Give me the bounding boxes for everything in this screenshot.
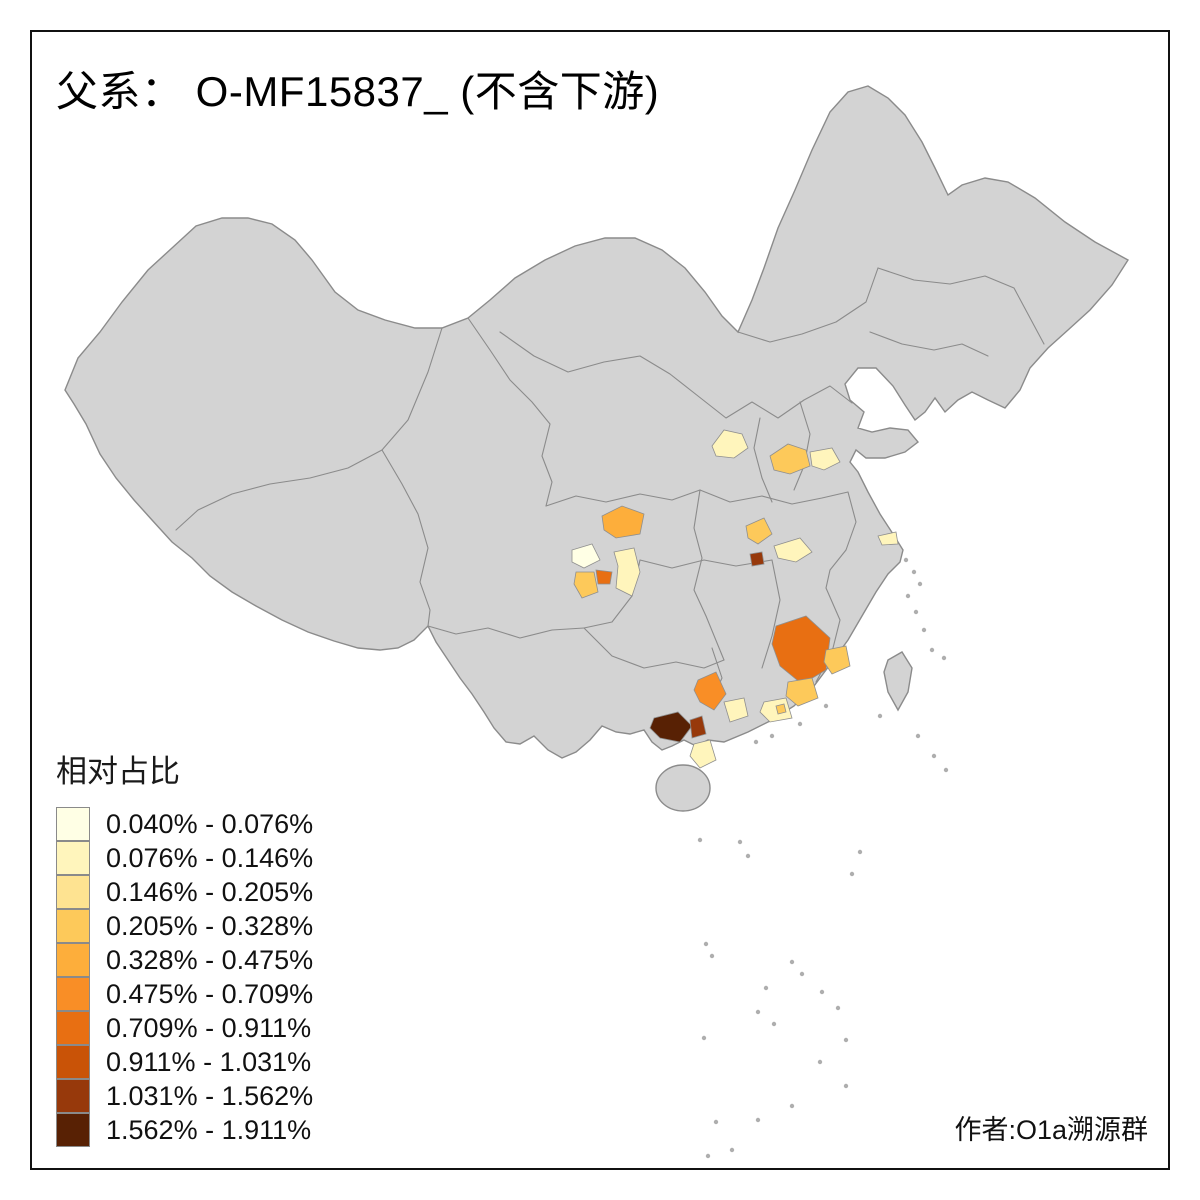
prefecture-region <box>613 547 641 597</box>
legend-swatch <box>56 1011 90 1045</box>
prefecture-region <box>689 715 707 739</box>
legend-label: 0.040% - 0.076% <box>106 808 314 839</box>
prefecture-region <box>823 645 851 675</box>
province-borders <box>175 267 1045 705</box>
legend-label: 0.328% - 0.475% <box>106 944 314 975</box>
legend-label: 0.911% - 1.031% <box>106 1046 312 1077</box>
legend-swatch <box>56 909 90 943</box>
legend-row: 1.031% - 1.562% <box>56 1079 313 1113</box>
hainan-island <box>655 764 711 812</box>
taiwan-island <box>883 651 913 712</box>
legend-row: 0.475% - 0.709% <box>56 977 313 1011</box>
prefecture-region <box>771 615 831 685</box>
legend-row: 0.911% - 1.031% <box>56 1045 313 1079</box>
legend-label: 0.475% - 0.709% <box>106 978 314 1009</box>
legend-label: 0.146% - 0.205% <box>106 876 314 907</box>
legend-row: 0.205% - 0.328% <box>56 909 313 943</box>
prefecture-region <box>785 677 819 707</box>
legend-label: 0.076% - 0.146% <box>106 842 314 873</box>
legend-row: 0.076% - 0.146% <box>56 841 313 875</box>
legend-swatch <box>56 1045 90 1079</box>
legend-swatch <box>56 841 90 875</box>
prefecture-region <box>773 537 813 563</box>
prefecture-region <box>877 531 899 546</box>
legend-row: 0.328% - 0.475% <box>56 943 313 977</box>
prefecture-region <box>769 443 811 475</box>
legend-row: 0.709% - 0.911% <box>56 1011 313 1045</box>
author-credit: 作者:O1a溯源群 <box>954 1115 1148 1145</box>
legend: 相对占比 0.040% - 0.076% 0.076% - 0.146% 0.1… <box>56 746 313 1147</box>
legend-swatch <box>56 807 90 841</box>
legend-swatch <box>56 977 90 1011</box>
legend-row: 1.562% - 1.911% <box>56 1113 313 1147</box>
legend-label: 0.709% - 0.911% <box>106 1012 312 1043</box>
prefecture-region <box>595 569 613 585</box>
legend-label: 1.562% - 1.911% <box>106 1114 312 1145</box>
prefecture-region <box>573 571 599 599</box>
legend-row: 0.040% - 0.076% <box>56 807 313 841</box>
prefecture-region <box>693 671 727 711</box>
prefecture-region <box>775 703 787 715</box>
legend-label: 0.205% - 0.328% <box>106 910 314 941</box>
legend-row: 0.146% - 0.205% <box>56 875 313 909</box>
legend-swatch <box>56 1079 90 1113</box>
prefecture-region <box>745 517 773 545</box>
china-mainland-shape <box>64 85 1129 759</box>
prefecture-region <box>749 551 765 567</box>
prefecture-region <box>571 543 601 569</box>
colored-prefectures <box>571 429 899 769</box>
legend-label: 1.031% - 1.562% <box>106 1080 314 1111</box>
prefecture-region <box>649 711 693 743</box>
legend-title: 相对占比 <box>56 754 180 789</box>
legend-swatch <box>56 943 90 977</box>
prefecture-region <box>601 505 645 539</box>
prefecture-region <box>809 447 841 471</box>
legend-swatch <box>56 1113 90 1147</box>
prefecture-region <box>723 697 749 723</box>
legend-swatch <box>56 875 90 909</box>
page-title: 父系： O-MF15837_ (不含下游) <box>56 68 660 115</box>
prefecture-region <box>689 739 717 769</box>
sea-islands <box>697 557 949 1159</box>
prefecture-region <box>711 429 749 459</box>
